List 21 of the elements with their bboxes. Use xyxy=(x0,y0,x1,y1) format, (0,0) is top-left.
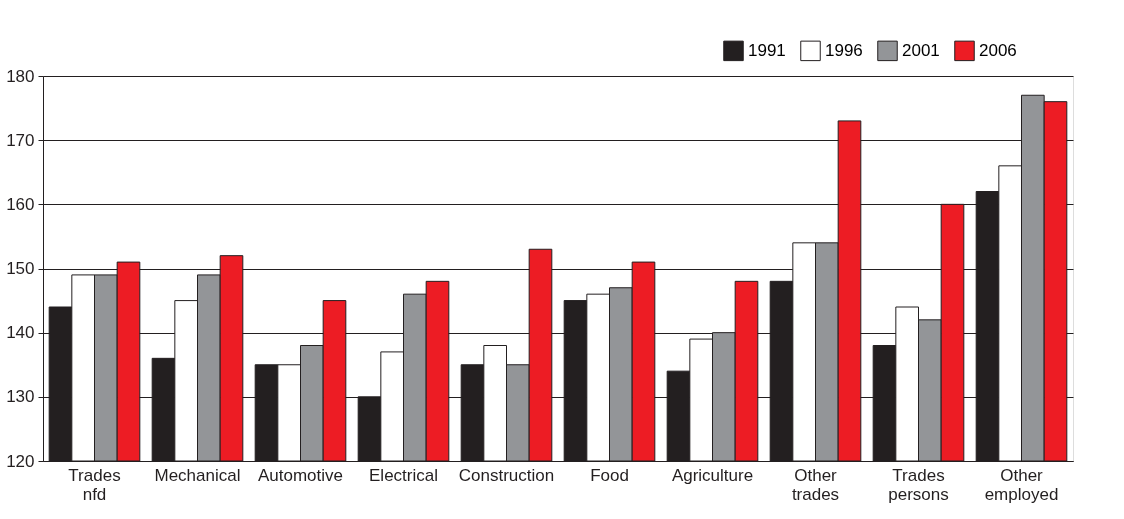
x-tick-label: Agriculture xyxy=(671,465,754,485)
y-tick-label: 140 xyxy=(6,323,35,343)
x-tick-label: Electrical xyxy=(369,465,438,485)
x-tick-label: Trades nfd xyxy=(68,465,121,504)
y-tick-label: 180 xyxy=(6,66,35,86)
y-tick-label: 150 xyxy=(6,259,35,278)
x-tick-label: Food xyxy=(590,465,629,485)
legend-label: 2001 xyxy=(902,40,940,60)
y-tick-label: 130 xyxy=(6,387,35,407)
x-tick-label: Automotive xyxy=(257,465,344,485)
x-tick-label: Mechanical xyxy=(154,465,241,485)
y-tick-label: 120 xyxy=(6,451,35,471)
x-tick-label: Other employed xyxy=(984,465,1059,504)
legend-label: 1991 xyxy=(748,40,786,60)
x-tick-label: Other trades xyxy=(791,465,840,504)
x-tick-label: Construction xyxy=(458,465,555,485)
legend-label: 1996 xyxy=(825,40,863,60)
legend-label: 2006 xyxy=(979,40,1017,60)
y-tick-label: 160 xyxy=(6,194,35,214)
x-tick-label: Trades persons xyxy=(888,465,949,504)
y-tick-label: 170 xyxy=(6,130,35,150)
